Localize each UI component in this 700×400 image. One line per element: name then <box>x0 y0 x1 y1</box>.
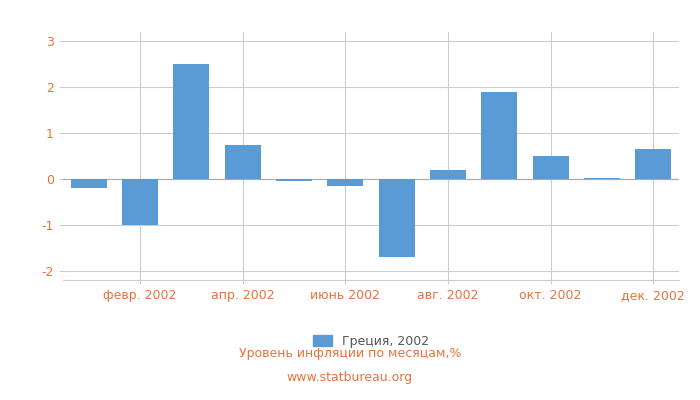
Bar <box>122 179 158 225</box>
Bar <box>482 92 517 179</box>
Bar <box>584 178 620 179</box>
Bar <box>533 156 568 179</box>
Bar <box>174 64 209 179</box>
Bar <box>71 179 106 188</box>
Bar <box>225 144 260 179</box>
Bar <box>328 179 363 186</box>
Text: www.statbureau.org: www.statbureau.org <box>287 372 413 384</box>
Text: Уровень инфляции по месяцам,%: Уровень инфляции по месяцам,% <box>239 348 461 360</box>
Bar <box>636 149 671 179</box>
Bar <box>276 179 312 181</box>
Legend: Греция, 2002: Греция, 2002 <box>308 330 434 353</box>
Bar <box>379 179 414 257</box>
Bar <box>430 170 466 179</box>
